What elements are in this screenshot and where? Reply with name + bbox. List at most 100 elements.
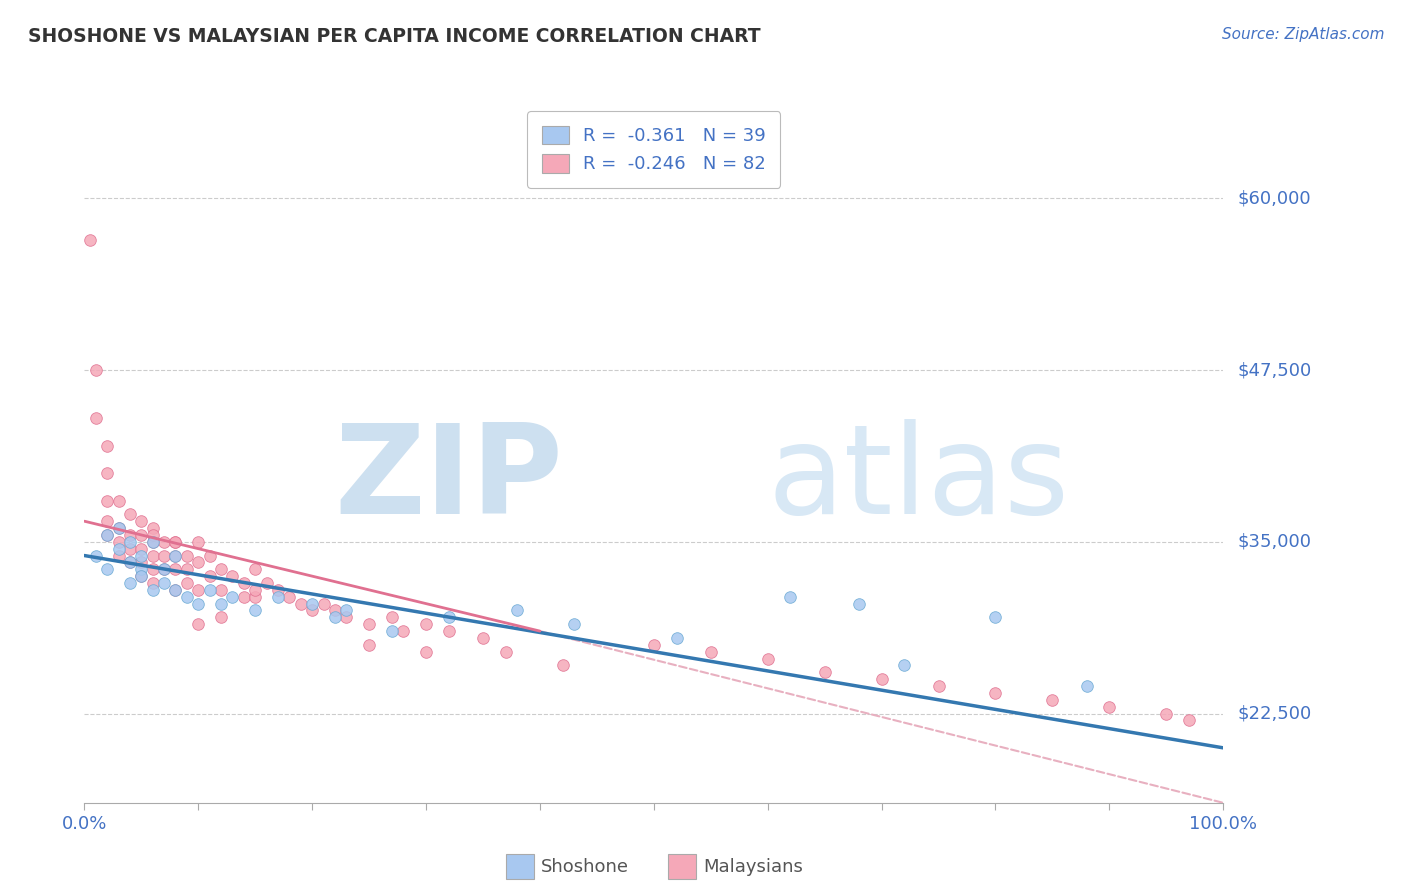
Point — [323, 603, 346, 617]
Point — [107, 541, 129, 556]
Point — [165, 534, 187, 549]
Point — [278, 590, 301, 604]
Y-axis label: Per Capita Income: Per Capita Income — [0, 384, 8, 535]
FancyBboxPatch shape — [668, 854, 696, 879]
Point — [323, 610, 346, 624]
Point — [107, 534, 129, 549]
Point — [131, 549, 153, 563]
Text: $47,500: $47,500 — [1237, 361, 1312, 379]
Point — [142, 562, 165, 576]
Point — [142, 549, 165, 563]
Point — [359, 617, 381, 632]
Point — [359, 638, 381, 652]
Point — [984, 686, 1007, 700]
Point — [472, 631, 495, 645]
Point — [142, 576, 165, 591]
Point — [176, 590, 198, 604]
Point — [142, 534, 165, 549]
Text: $22,500: $22,500 — [1237, 705, 1312, 723]
Point — [84, 411, 107, 425]
Point — [176, 562, 198, 576]
Point — [665, 631, 688, 645]
Point — [131, 528, 153, 542]
Point — [118, 508, 141, 522]
Point — [187, 534, 209, 549]
Point — [187, 617, 209, 632]
Point — [415, 645, 437, 659]
Text: $35,000: $35,000 — [1237, 533, 1312, 550]
Point — [245, 562, 267, 576]
Point — [96, 439, 118, 453]
Point — [142, 582, 165, 597]
FancyBboxPatch shape — [506, 854, 534, 879]
Point — [153, 562, 176, 576]
Point — [107, 521, 129, 535]
Point — [107, 493, 129, 508]
Point — [131, 514, 153, 528]
Point — [779, 590, 801, 604]
Point — [506, 603, 529, 617]
Point — [312, 597, 335, 611]
Point — [267, 590, 290, 604]
Point — [290, 597, 312, 611]
Point — [209, 562, 232, 576]
Point — [232, 590, 254, 604]
Point — [84, 363, 107, 377]
Point — [118, 541, 141, 556]
Point — [221, 590, 243, 604]
Point — [118, 555, 141, 569]
Point — [96, 528, 118, 542]
Point — [96, 514, 118, 528]
Point — [1098, 699, 1121, 714]
Point — [551, 658, 574, 673]
Point — [495, 645, 517, 659]
Point — [131, 562, 153, 576]
Point — [209, 597, 232, 611]
Point — [96, 466, 118, 480]
Point — [79, 233, 101, 247]
Point — [1178, 714, 1201, 728]
Point — [381, 610, 404, 624]
Point — [187, 597, 209, 611]
Point — [267, 582, 290, 597]
Point — [165, 582, 187, 597]
Text: atlas: atlas — [768, 419, 1070, 541]
Point — [221, 569, 243, 583]
Point — [96, 562, 118, 576]
Point — [562, 617, 585, 632]
Point — [96, 528, 118, 542]
Point — [131, 569, 153, 583]
Point — [928, 679, 950, 693]
Point — [335, 603, 357, 617]
Point — [153, 549, 176, 563]
Point — [209, 582, 232, 597]
Point — [187, 582, 209, 597]
Point — [643, 638, 665, 652]
Point — [848, 597, 870, 611]
Point — [1156, 706, 1178, 721]
Point — [437, 610, 460, 624]
Point — [381, 624, 404, 639]
Point — [142, 528, 165, 542]
Point — [165, 549, 187, 563]
Point — [437, 624, 460, 639]
Point — [107, 521, 129, 535]
Point — [245, 582, 267, 597]
Point — [198, 582, 221, 597]
Point — [176, 549, 198, 563]
Point — [153, 534, 176, 549]
Text: ZIP: ZIP — [335, 419, 562, 541]
Point — [893, 658, 915, 673]
Text: $60,000: $60,000 — [1237, 189, 1310, 207]
Point — [153, 562, 176, 576]
Point — [392, 624, 415, 639]
Point — [245, 603, 267, 617]
Point — [335, 610, 357, 624]
Point — [256, 576, 278, 591]
Text: Source: ZipAtlas.com: Source: ZipAtlas.com — [1222, 27, 1385, 42]
Point — [165, 582, 187, 597]
Point — [107, 549, 129, 563]
Point — [153, 576, 176, 591]
Point — [118, 534, 141, 549]
Point — [198, 569, 221, 583]
